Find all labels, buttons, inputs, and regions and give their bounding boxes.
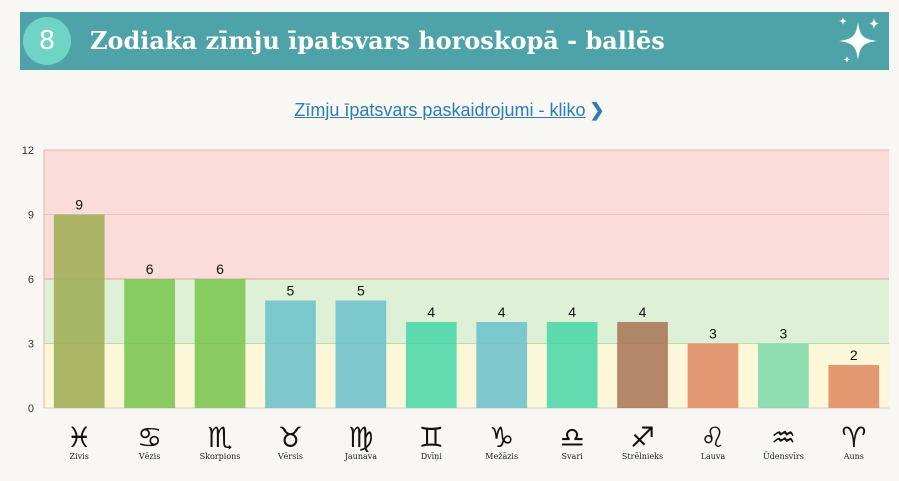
category-label: Dvīņi	[421, 452, 443, 461]
y-tick-label: 3	[28, 339, 34, 351]
category-label: Vērsis	[277, 452, 303, 461]
category-label: Jaunava	[344, 452, 378, 461]
bar	[687, 343, 739, 408]
data-label: 4	[427, 304, 435, 320]
data-label: 3	[709, 326, 717, 342]
data-label: 5	[287, 283, 295, 299]
category-label: Svari	[562, 452, 584, 461]
data-label: 4	[498, 304, 506, 320]
data-label: 5	[357, 283, 365, 299]
category-label: Ūdensvīrs	[763, 452, 804, 461]
zodiac-bar-chart: 0 3 6 9 12 9 6 6 5 5 4 4 4 4 3 3 2 ♓Zivis ♋Vēzis ♏Skorpio…	[22, 145, 889, 461]
bar	[758, 343, 809, 408]
band-1	[44, 279, 889, 344]
zodiac-symbol-icon: ♐	[630, 421, 655, 454]
header-bar: 8 Zodiaka zīmju īpatsvars horoskopā - ba…	[20, 12, 889, 70]
bar	[53, 214, 105, 408]
zodiac-symbol-icon: ♌	[700, 421, 725, 454]
band-0	[44, 343, 889, 408]
data-label: 6	[146, 261, 154, 277]
zodiac-symbol-icon: ♒	[771, 421, 796, 454]
bar	[617, 322, 668, 408]
bar	[124, 279, 175, 408]
data-label: 6	[216, 261, 224, 277]
section-number-badge: 8	[23, 17, 71, 65]
bar	[194, 279, 246, 408]
page-title: Zodiaka zīmju īpatsvars horoskopā - ball…	[90, 26, 665, 55]
sparkle-icon	[839, 17, 879, 63]
y-tick-label: 6	[28, 274, 34, 286]
zodiac-symbol-icon: ♏	[207, 421, 232, 454]
bar	[405, 322, 457, 408]
zodiac-symbol-icon: ♉	[278, 421, 303, 454]
category-label: Strēlnieks	[622, 452, 663, 461]
y-tick-label: 0	[28, 403, 34, 415]
zodiac-symbol-icon: ♓	[67, 421, 92, 454]
data-label: 4	[568, 304, 576, 320]
zodiac-symbol-icon: ♍	[348, 421, 373, 454]
chevron-right-icon: ❯	[589, 100, 605, 120]
bar	[335, 300, 387, 408]
bar	[476, 322, 528, 408]
bar	[828, 365, 880, 408]
bar	[546, 322, 598, 408]
category-label: Skorpions	[200, 452, 241, 461]
data-label: 3	[779, 326, 787, 342]
category-label: Zivis	[70, 452, 89, 461]
y-tick-label: 9	[28, 210, 34, 222]
data-label: 2	[850, 347, 858, 363]
category-label: Vēzis	[138, 452, 160, 461]
explanation-link-text: Zīmju īpatsvars paskaidrojumi - kliko	[294, 100, 586, 120]
explanation-link[interactable]: Zīmju īpatsvars paskaidrojumi - kliko ❯	[0, 100, 899, 121]
zodiac-symbol-icon: ♎	[560, 421, 585, 454]
zodiac-symbol-icon: ♋	[137, 421, 162, 454]
y-tick-label: 12	[22, 145, 34, 157]
zodiac-symbol-icon: ♊	[419, 421, 444, 454]
zodiac-symbol-icon: ♑	[489, 421, 514, 454]
category-label: Auns	[843, 452, 864, 461]
data-label: 9	[75, 197, 83, 213]
category-label: Mežāzis	[485, 452, 518, 461]
category-label: Lauva	[701, 452, 726, 461]
data-label: 4	[639, 304, 647, 320]
bar	[265, 300, 316, 408]
zodiac-symbol-icon: ♈	[841, 421, 866, 454]
